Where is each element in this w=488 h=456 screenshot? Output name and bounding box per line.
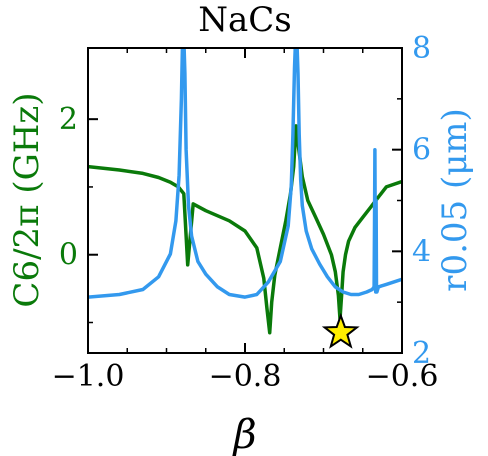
y-right-tick-label: 6 [412,133,431,168]
plot-frame [87,47,403,354]
series-line-r005 [88,48,402,299]
x-axis-label: β [231,412,256,456]
x-tick-label: −0.6 [366,359,439,394]
y-right-tick-label: 2 [412,336,431,371]
y-axis-right-label: r0.05 (μm) [435,108,475,292]
x-tick-label: −1.0 [52,359,125,394]
marker-layer [321,312,360,349]
chart-title: NaCs [198,0,291,40]
series-line-c6 [88,124,402,335]
x-tick-label: −0.8 [209,359,282,394]
y-axis-left-label: C6/2π (GHz) [7,92,47,307]
plot-area [88,48,402,335]
y-right-tick-label: 4 [412,234,431,269]
y-left-tick-label: 0 [59,238,78,273]
star-marker [321,312,360,349]
y-right-tick-label: 8 [412,31,431,66]
tick-layer: −1.0 −0.8 −0.6 0 2 2 4 6 8 [52,31,439,394]
y-left-tick-label: 2 [59,102,78,137]
